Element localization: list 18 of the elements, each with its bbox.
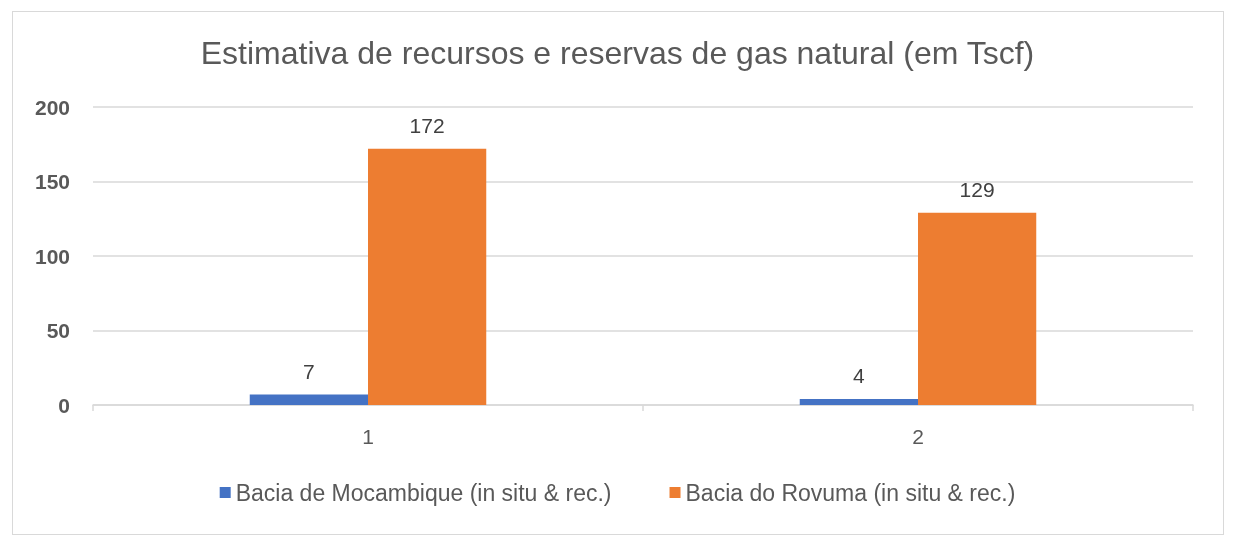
bar: [799, 399, 918, 405]
chart-title: Estimativa de recursos e reservas de gas natural (em Tscf): [200, 35, 1035, 71]
data-label: 172: [409, 113, 445, 137]
bar: [368, 148, 487, 405]
data-label: 7: [303, 359, 315, 383]
y-tick-label: 100: [34, 244, 70, 268]
y-tick-label: 150: [34, 170, 70, 193]
x-tick-label: 2: [912, 425, 924, 448]
legend-label: Bacia de Mocambique (in situ & rec.): [235, 479, 612, 506]
y-tick-label: 50: [46, 319, 70, 342]
x-tick-label: 1: [362, 425, 374, 448]
y-tick-label: 200: [34, 95, 70, 119]
bar: [918, 212, 1037, 405]
bar: [249, 394, 368, 405]
data-label: 129: [959, 177, 995, 201]
data-label: 4: [853, 364, 866, 388]
y-tick-label: 0: [58, 393, 70, 417]
legend-label: Bacia do Rovuma (in situ & rec.): [685, 479, 1016, 506]
